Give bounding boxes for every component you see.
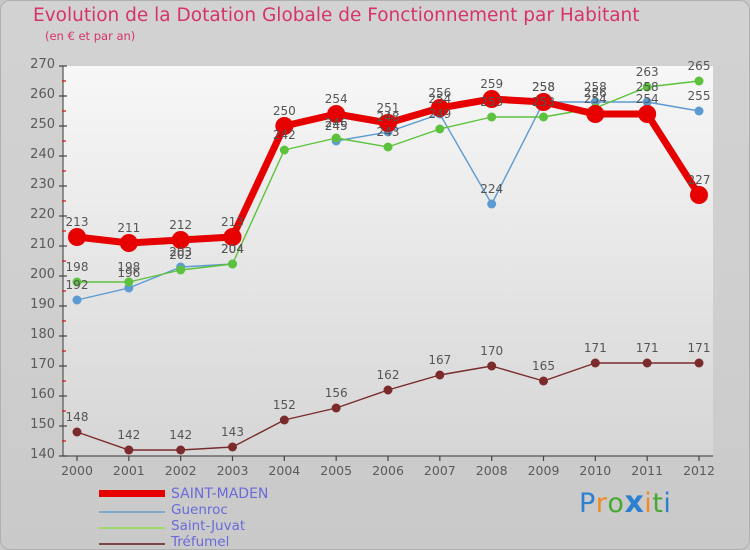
logo-letter: P [579, 488, 596, 519]
series-marker [586, 105, 605, 123]
x-axis-tick-label: 2004 [268, 463, 301, 478]
series-marker [279, 145, 289, 155]
series-marker [331, 403, 341, 413]
series-marker [430, 99, 449, 117]
x-axis-tick-label: 2003 [216, 463, 249, 478]
legend-label: SAINT-MADEN [171, 485, 269, 502]
x-axis-tick-label: 2012 [683, 463, 715, 478]
y-axis-tick-label: 240 [30, 147, 55, 162]
x-axis-tick-label: 2005 [320, 463, 353, 478]
logo-letter: i [644, 488, 653, 519]
logo-letter: t [652, 488, 664, 519]
legend-color-swatch [97, 500, 167, 519]
series-marker [642, 82, 652, 92]
series-marker [72, 427, 82, 437]
page-title: Evolution de la Dotation Globale de Fonc… [33, 5, 640, 26]
series-marker [539, 112, 548, 122]
series-marker [487, 361, 497, 371]
legend-item[interactable]: SAINT-MADEN [97, 483, 269, 502]
legend-color-swatch [97, 516, 167, 535]
logo-letter: r [595, 488, 608, 519]
series-marker [379, 114, 397, 132]
series-marker [642, 97, 652, 107]
y-axis-tick-label: 260 [30, 87, 55, 102]
series-line [76, 263, 234, 301]
y-axis-tick-label: 250 [30, 117, 55, 132]
series-marker [279, 415, 289, 425]
series-marker [435, 124, 445, 134]
series-marker [590, 358, 600, 368]
chart-legend: SAINT-MADEN Guenroc Saint-Juvat Tréfumel [97, 483, 269, 550]
y-axis-tick-label: 170 [30, 357, 55, 372]
x-axis-tick-label: 2002 [164, 463, 197, 478]
series-line [76, 362, 700, 451]
logo-letter: x [624, 485, 645, 520]
series-marker [176, 265, 186, 275]
legend-label: Saint-Juvat [171, 517, 246, 534]
series-marker [642, 358, 652, 368]
series-marker [124, 445, 134, 455]
logo-letter: o [607, 488, 625, 519]
series-marker [228, 259, 237, 269]
series-marker [171, 231, 190, 249]
legend-label: Guenroc [171, 501, 228, 518]
series-marker [487, 199, 497, 209]
y-axis-tick-label: 190 [30, 297, 55, 312]
chart-subtitle: (en € et par an) [45, 29, 136, 43]
series-marker [487, 112, 497, 122]
series-marker [228, 442, 237, 452]
series-marker [690, 186, 708, 204]
series-marker [331, 133, 341, 143]
x-axis-tick-label: 2009 [527, 463, 560, 478]
proxiti-logo: Proxiti [579, 485, 671, 520]
series-marker [327, 105, 346, 123]
x-axis-tick-label: 2008 [475, 463, 508, 478]
x-axis-tick-label: 2001 [112, 463, 145, 478]
y-axis-tick-label: 270 [30, 57, 55, 72]
legend-color-swatch [97, 484, 167, 503]
legend-label: Tréfumel [171, 533, 230, 550]
legend-item[interactable]: Guenroc [97, 499, 268, 518]
series-marker [694, 106, 704, 116]
logo-letter: i [663, 488, 672, 519]
x-axis-tick-label: 2006 [372, 463, 404, 478]
series-marker [482, 90, 501, 108]
x-axis-tick-label: 2007 [423, 463, 456, 478]
series-marker [72, 295, 82, 305]
y-axis-tick-label: 160 [30, 387, 55, 402]
series-marker [119, 234, 138, 252]
series-marker [223, 228, 242, 246]
series-marker [435, 370, 445, 380]
series-marker [275, 117, 294, 135]
series-line [335, 101, 700, 205]
y-axis-tick-label: 180 [30, 327, 55, 342]
series-marker [176, 445, 186, 455]
y-axis-tick-label: 200 [30, 267, 55, 282]
series-marker [638, 105, 657, 123]
series-marker [72, 277, 82, 287]
series-marker [383, 142, 393, 152]
series-marker [383, 385, 393, 395]
series-marker [68, 228, 86, 246]
x-axis-tick-label: 2011 [631, 463, 664, 478]
series-marker [694, 76, 704, 86]
series-marker [124, 277, 134, 287]
x-axis-tick-label: 2010 [579, 463, 612, 478]
legend-color-swatch [97, 532, 167, 549]
y-axis-tick-label: 230 [30, 177, 55, 192]
legend-item[interactable]: Tréfumel [97, 531, 268, 550]
series-marker [534, 93, 553, 111]
legend-item[interactable]: Saint-Juvat [97, 515, 268, 534]
x-axis-tick-label: 2000 [61, 463, 93, 478]
y-axis-tick-label: 220 [30, 207, 55, 222]
y-axis-tick-label: 140 [30, 447, 55, 462]
series-marker [694, 358, 704, 368]
y-axis-tick-label: 210 [30, 237, 55, 252]
y-axis-tick-label: 150 [30, 417, 55, 432]
series-marker [539, 376, 548, 386]
